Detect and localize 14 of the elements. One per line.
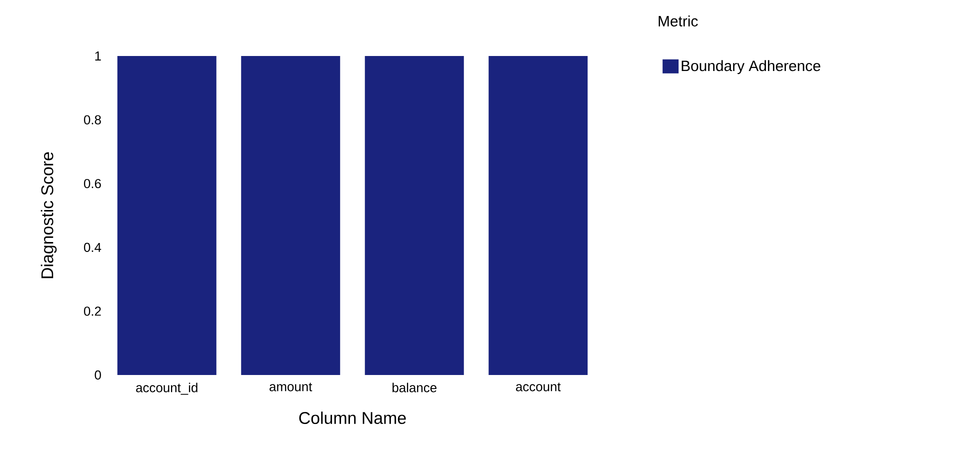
y-tick-label: 1 xyxy=(95,52,101,60)
y-tick-label: 0.8 xyxy=(84,115,101,124)
x-tick-label: balance xyxy=(392,382,436,392)
legend-label: Boundary Adherence xyxy=(682,60,820,74)
legend-title: Metric xyxy=(658,16,698,26)
x-tick-label: amount xyxy=(270,382,312,392)
y-tick-label: 0.2 xyxy=(84,306,101,316)
x-tick-label: account xyxy=(516,382,561,392)
x-axis-title: Column Name xyxy=(299,412,406,424)
y-tick-label: 0.6 xyxy=(84,179,101,188)
y-axis-title: Diagnostic Score xyxy=(40,152,57,278)
y-tick-label: 0 xyxy=(94,370,101,380)
x-tick-label: account_id xyxy=(136,382,198,395)
y-tick-label: 0.4 xyxy=(84,242,102,252)
